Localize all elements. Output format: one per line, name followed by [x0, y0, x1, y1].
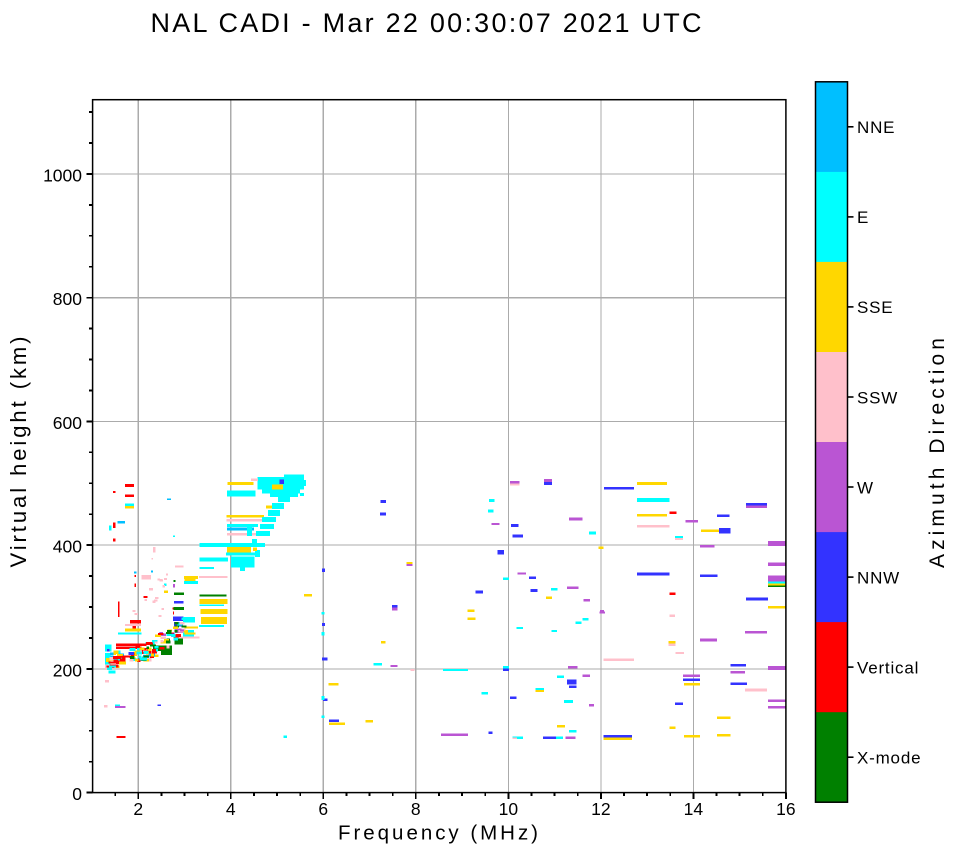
svg-text:400: 400 [53, 537, 82, 557]
svg-text:16: 16 [776, 799, 795, 819]
svg-text:NNW: NNW [857, 568, 900, 587]
svg-text:NNE: NNE [857, 118, 895, 137]
svg-text:200: 200 [53, 660, 82, 680]
svg-text:10: 10 [499, 799, 519, 819]
svg-text:Azimuth Direction: Azimuth Direction [926, 338, 949, 568]
svg-text:SSW: SSW [857, 388, 898, 407]
svg-text:2: 2 [133, 799, 143, 819]
svg-text:1000: 1000 [43, 166, 82, 186]
svg-text:SSE: SSE [857, 298, 893, 317]
svg-text:Virtual height (km): Virtual height (km) [6, 337, 31, 568]
svg-text:X-mode: X-mode [857, 749, 921, 768]
svg-text:8: 8 [411, 799, 421, 819]
svg-text:W: W [857, 478, 874, 497]
svg-text:Vertical: Vertical [857, 658, 919, 677]
svg-text:E: E [857, 208, 869, 227]
svg-text:4: 4 [226, 799, 236, 819]
svg-text:6: 6 [318, 799, 328, 819]
svg-text:12: 12 [591, 799, 610, 819]
svg-text:Frequency (MHz): Frequency (MHz) [338, 822, 538, 845]
svg-text:600: 600 [53, 413, 82, 433]
svg-text:14: 14 [684, 799, 704, 819]
svg-text:0: 0 [72, 784, 82, 804]
svg-text:800: 800 [53, 289, 82, 309]
svg-text:NAL CADI - Mar 22 00:30:07 202: NAL CADI - Mar 22 00:30:07 2021 UTC [151, 8, 702, 38]
